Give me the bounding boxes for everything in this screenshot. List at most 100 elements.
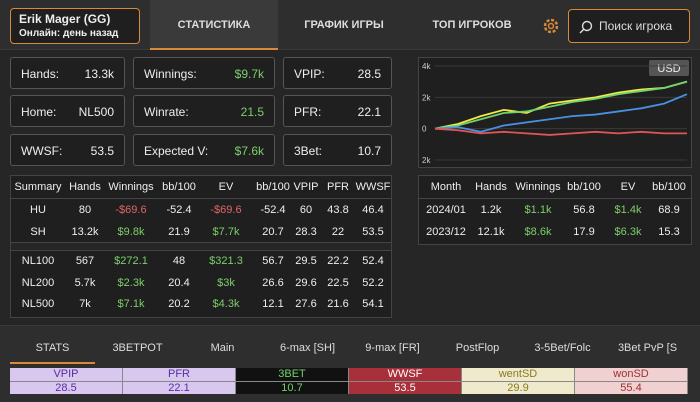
stat-value: 22.1 xyxy=(123,381,236,394)
bottom-tab[interactable]: PostFlop xyxy=(455,342,500,354)
table-cell: 1.2k xyxy=(480,204,502,216)
bottom-tab[interactable]: 3-5Bet/Folc xyxy=(534,342,591,354)
settings-icon[interactable] xyxy=(542,17,560,35)
table-cell: 22.5 xyxy=(327,277,349,289)
table-cell: 56.7 xyxy=(262,255,284,267)
stat-header: WWSF xyxy=(349,368,462,381)
table-cell: 21.6 xyxy=(327,298,349,310)
table-cell: -52.4 xyxy=(166,204,192,216)
stat-card: VPIP: 28.5 xyxy=(283,57,392,89)
stat-card: Winrate: 21.5 xyxy=(133,95,275,127)
column-header: EV xyxy=(218,181,234,193)
currency-badge xyxy=(649,60,689,76)
stat-header: 3BET xyxy=(236,368,349,381)
table-cell: 2024/01 xyxy=(426,204,466,216)
table-cell: 29.5 xyxy=(295,255,317,267)
column-header: bb/100 xyxy=(567,181,601,193)
column-header: VPIP xyxy=(293,181,319,193)
table-cell: 7k xyxy=(79,298,91,310)
table-cell: 28.3 xyxy=(295,226,317,238)
bottom-tab[interactable]: Main xyxy=(210,342,235,354)
bottom-tab[interactable]: STATS xyxy=(10,332,95,364)
search-box[interactable]: Поиск игрока xyxy=(568,9,690,43)
stat-label: Expected V: xyxy=(144,144,209,158)
row-divider xyxy=(11,242,391,243)
profile-status: Онлайн: день назад xyxy=(19,28,119,39)
stat-label: VPIP: xyxy=(294,67,325,81)
stat-value: 28.5 xyxy=(10,381,123,394)
stat-value: $9.7k xyxy=(234,67,264,81)
search-icon xyxy=(579,20,593,34)
stat-label: PFR: xyxy=(294,105,322,119)
table-cell: $321.3 xyxy=(209,255,243,267)
series-line xyxy=(434,93,688,133)
profile-name: Erik Mager (GG) xyxy=(19,12,111,26)
column-header: Summary xyxy=(14,181,62,193)
column-header: WWSF xyxy=(355,181,391,193)
table-cell: $4.3k xyxy=(212,298,240,310)
tab[interactable]: ГРАФИК ИГРЫ xyxy=(304,19,384,31)
table-cell: $6.3k xyxy=(614,226,642,238)
column-header: Month xyxy=(430,181,462,193)
group-gap xyxy=(11,243,391,250)
table-cell: 20.4 xyxy=(168,277,190,289)
table-cell: -$69.6 xyxy=(210,204,242,216)
table-cell: NL100 xyxy=(21,255,55,267)
table-cell: 26.6 xyxy=(262,277,284,289)
y-tick-label: 4k xyxy=(422,62,431,71)
month-table: Month Hands Winnings bb/100 EV bb/100 2024/01 1… xyxy=(418,175,692,245)
table-cell: $7.1k xyxy=(117,298,145,310)
stat-card: Expected V: $7.6k xyxy=(133,134,275,166)
table-cell: $3k xyxy=(217,277,235,289)
stat-value: 10.7 xyxy=(357,144,381,158)
stat-value: 53.5 xyxy=(90,144,114,158)
stat-value: NL500 xyxy=(78,105,114,119)
column-header: bb/100 xyxy=(162,181,196,193)
column-header: bb/100 xyxy=(652,181,686,193)
table-cell: 43.8 xyxy=(327,204,349,216)
table-cell: 68.9 xyxy=(658,204,680,216)
bottom-tab[interactable]: 3BETPOT xyxy=(112,342,163,354)
table-cell: 29.6 xyxy=(295,277,317,289)
tab[interactable]: СТАТИСТИКА xyxy=(150,0,278,50)
table-cell: $272.1 xyxy=(114,255,148,267)
stat-card: 3Bet: 10.7 xyxy=(283,134,392,166)
row-divider xyxy=(11,198,391,199)
stat-label: 3Bet: xyxy=(294,144,323,158)
tab[interactable]: ТОП ИГРОКОВ xyxy=(432,19,512,31)
table-cell: 48 xyxy=(172,255,186,267)
stat-value: 28.5 xyxy=(357,67,381,81)
bottom-tab[interactable]: 3Bet PvP [S xyxy=(617,342,678,354)
table-cell: 5.7k xyxy=(74,277,96,289)
stat-value: 21.5 xyxy=(240,105,264,119)
series-line xyxy=(434,80,688,130)
table-cell: 56.8 xyxy=(573,204,595,216)
column-header: Winnings xyxy=(108,181,154,193)
profile[interactable]: Erik Mager (GG) Онлайн: день назад xyxy=(10,8,140,44)
stat-value: $7.6k xyxy=(234,144,264,158)
column-header: Hands xyxy=(475,181,507,193)
table-cell: $7.7k xyxy=(212,226,240,238)
table-cell: 46.4 xyxy=(362,204,384,216)
y-tick-label: 2k xyxy=(422,93,431,102)
table-cell: 20.2 xyxy=(168,298,190,310)
stat-label: Home: xyxy=(21,105,57,119)
table-cell: 80 xyxy=(78,204,92,216)
stat-label: Winrate: xyxy=(144,105,189,119)
table-cell: 21.9 xyxy=(168,226,190,238)
stat-value: 53.5 xyxy=(349,381,462,394)
y-tick-label: 0 xyxy=(422,125,427,134)
stat-header: VPIP xyxy=(10,368,123,381)
table-cell: 22.2 xyxy=(327,255,349,267)
y-tick-label: 2k xyxy=(422,156,431,165)
column-header: PFR xyxy=(327,181,349,193)
table-cell: NL500 xyxy=(21,298,55,310)
bottom-tab[interactable]: 9-max [FR] xyxy=(365,342,420,354)
table-cell: SH xyxy=(30,226,46,238)
currency: USD xyxy=(657,63,680,75)
row-divider xyxy=(419,198,691,199)
search-placeholder: Поиск игрока xyxy=(599,19,673,33)
bottom-tab[interactable]: 6-max [SH] xyxy=(279,342,335,354)
row-divider xyxy=(11,250,391,251)
table-cell: $9.8k xyxy=(117,226,145,238)
